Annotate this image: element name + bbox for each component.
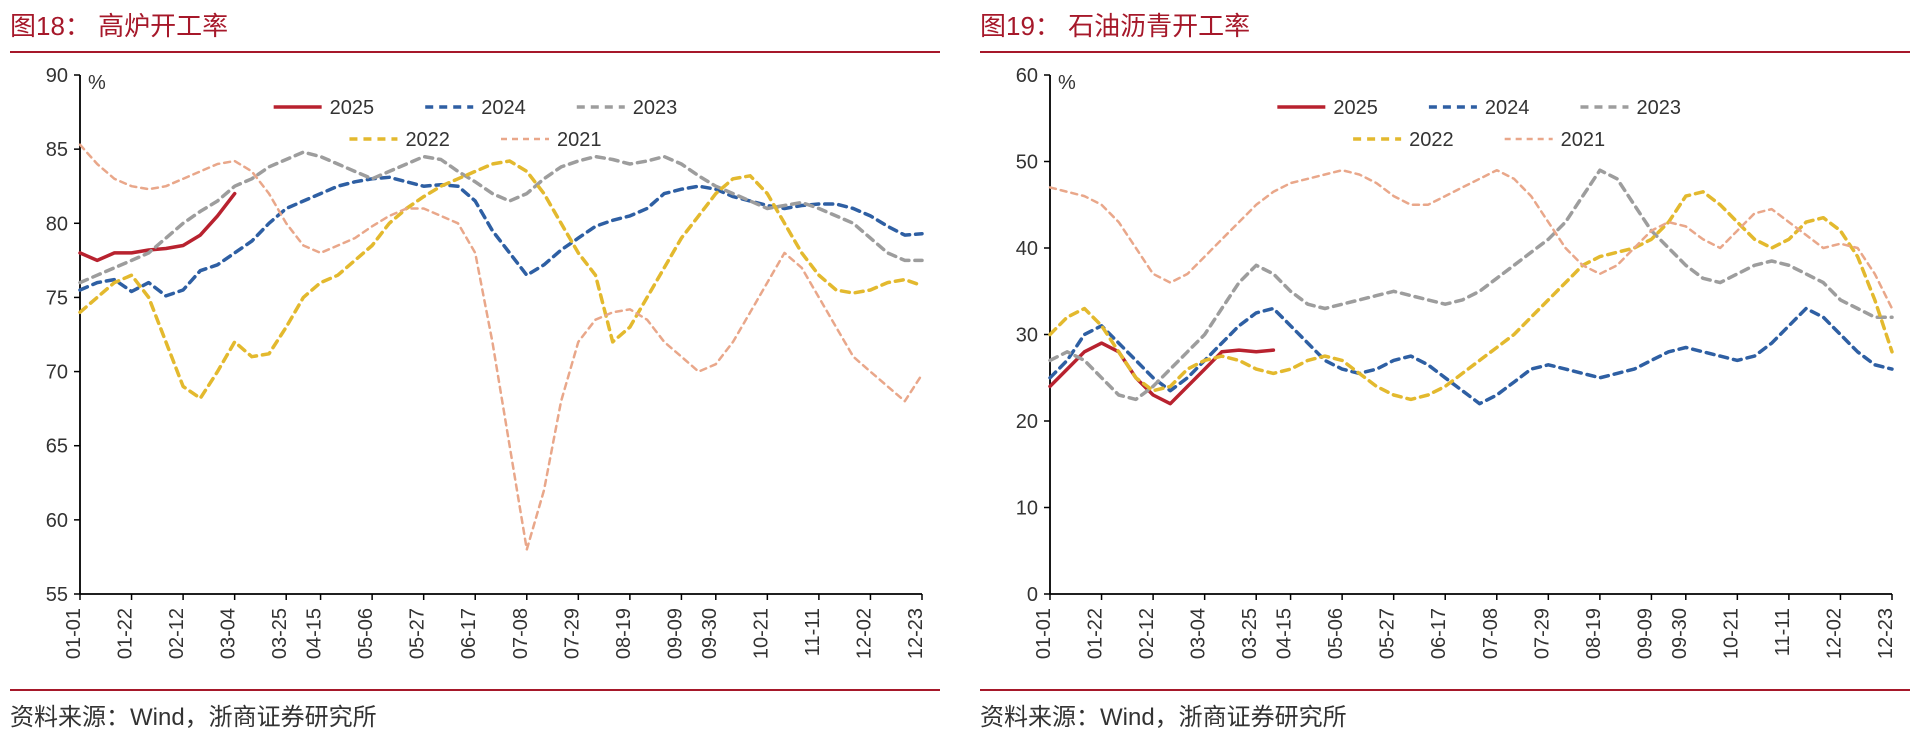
- svg-text:65: 65: [46, 436, 68, 458]
- svg-text:05-27: 05-27: [1377, 608, 1399, 659]
- svg-text:08-19: 08-19: [613, 608, 635, 659]
- svg-text:04-15: 04-15: [304, 608, 326, 659]
- svg-text:60: 60: [1016, 65, 1038, 87]
- svg-text:90: 90: [46, 65, 68, 87]
- svg-text:01-01: 01-01: [1033, 608, 1055, 659]
- svg-text:85: 85: [46, 139, 68, 161]
- svg-text:10: 10: [1016, 498, 1038, 520]
- svg-text:20: 20: [1016, 411, 1038, 433]
- svg-text:06-17: 06-17: [1428, 608, 1450, 659]
- svg-text:03-04: 03-04: [1188, 608, 1210, 659]
- svg-text:2021: 2021: [557, 129, 602, 151]
- svg-text:55: 55: [46, 584, 68, 606]
- svg-text:12-02: 12-02: [1823, 608, 1845, 659]
- svg-text:01-22: 01-22: [115, 608, 137, 659]
- panel-right-source: 资料来源：Wind，浙商证券研究所: [980, 689, 1910, 732]
- svg-text:05-06: 05-06: [355, 608, 377, 659]
- svg-text:02-12: 02-12: [166, 608, 188, 659]
- svg-text:01-22: 01-22: [1085, 608, 1107, 659]
- panel-left-title: 图18： 高炉开工率: [10, 0, 940, 53]
- svg-text:05-06: 05-06: [1325, 608, 1347, 659]
- svg-text:2025: 2025: [330, 97, 375, 119]
- svg-text:09-30: 09-30: [699, 608, 721, 659]
- svg-text:2021: 2021: [1561, 129, 1606, 151]
- svg-text:09-09: 09-09: [1634, 608, 1656, 659]
- svg-text:02-12: 02-12: [1136, 608, 1158, 659]
- svg-text:75: 75: [46, 287, 68, 309]
- svg-text:2022: 2022: [405, 129, 450, 151]
- svg-text:11-11: 11-11: [802, 608, 824, 656]
- svg-text:%: %: [88, 72, 106, 94]
- svg-text:0: 0: [1027, 584, 1038, 606]
- svg-text:03-25: 03-25: [269, 608, 291, 659]
- svg-text:03-25: 03-25: [1239, 608, 1261, 659]
- svg-text:12-02: 12-02: [853, 608, 875, 659]
- svg-text:03-04: 03-04: [218, 608, 240, 659]
- svg-text:40: 40: [1016, 238, 1038, 260]
- svg-text:60: 60: [46, 510, 68, 532]
- svg-text:80: 80: [46, 213, 68, 235]
- svg-text:09-09: 09-09: [664, 608, 686, 659]
- svg-text:50: 50: [1016, 152, 1038, 174]
- svg-text:70: 70: [46, 362, 68, 384]
- svg-text:09-30: 09-30: [1669, 608, 1691, 659]
- svg-text:30: 30: [1016, 325, 1038, 347]
- svg-text:10-21: 10-21: [1720, 608, 1742, 659]
- svg-text:07-08: 07-08: [1480, 608, 1502, 659]
- svg-text:07-29: 07-29: [561, 608, 583, 659]
- svg-text:07-29: 07-29: [1531, 608, 1553, 659]
- chart-left: 55 60 65 70 75 80 85 90% 01-01 01-22 02-12 03-04 03-…: [10, 57, 940, 689]
- svg-text:%: %: [1058, 72, 1076, 94]
- svg-text:2023: 2023: [633, 97, 678, 119]
- svg-text:06-17: 06-17: [458, 608, 480, 659]
- svg-text:12-23: 12-23: [905, 608, 927, 659]
- panel-right-title: 图19： 石油沥青开工率: [980, 0, 1910, 53]
- svg-text:11-11: 11-11: [1772, 608, 1794, 656]
- svg-text:05-27: 05-27: [407, 608, 429, 659]
- svg-text:08-19: 08-19: [1583, 608, 1605, 659]
- svg-text:10-21: 10-21: [750, 608, 772, 659]
- panel-left-source: 资料来源：Wind，浙商证券研究所: [10, 689, 940, 732]
- svg-text:2022: 2022: [1409, 129, 1454, 151]
- svg-text:2024: 2024: [1485, 97, 1530, 119]
- svg-text:2023: 2023: [1636, 97, 1681, 119]
- svg-text:01-01: 01-01: [63, 608, 85, 659]
- chart-right: 0 10 20 30 40 50 60% 01-01 01-22 02-12 03-04 03-25 0…: [980, 57, 1910, 689]
- svg-text:2025: 2025: [1333, 97, 1378, 119]
- svg-text:2024: 2024: [481, 97, 525, 119]
- panel-right: 图19： 石油沥青开工率 0 10 20 30 40 50 60% 01-01 01-22 02-…: [980, 0, 1910, 732]
- panel-left: 图18： 高炉开工率 55 60 65 70 75 80 85 90% 01-01 01-22 02…: [10, 0, 940, 732]
- svg-text:04-15: 04-15: [1274, 608, 1296, 659]
- svg-text:12-23: 12-23: [1875, 608, 1897, 659]
- svg-text:07-08: 07-08: [510, 608, 532, 659]
